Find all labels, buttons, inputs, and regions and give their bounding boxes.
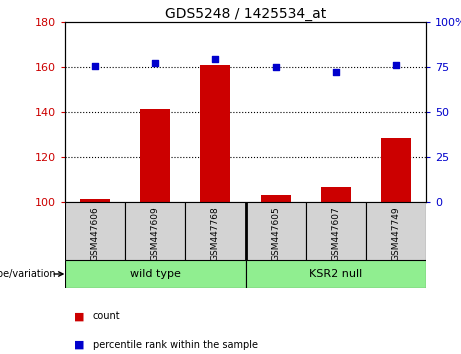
Text: percentile rank within the sample: percentile rank within the sample	[93, 339, 258, 350]
Text: GSM447607: GSM447607	[331, 207, 340, 261]
Text: genotype/variation: genotype/variation	[0, 269, 56, 279]
Text: wild type: wild type	[130, 269, 181, 279]
Bar	[125, 202, 185, 260]
Text: GSM447605: GSM447605	[271, 207, 280, 261]
Text: GSM447749: GSM447749	[391, 207, 401, 261]
Point	[152, 61, 159, 66]
Text: KSR2 null: KSR2 null	[309, 269, 362, 279]
Bar	[65, 202, 125, 260]
Bar	[306, 202, 366, 260]
Bar	[366, 202, 426, 260]
Point	[91, 63, 99, 69]
Bar	[321, 187, 351, 202]
Point	[332, 70, 339, 75]
Bar	[140, 109, 170, 202]
Point	[392, 62, 400, 68]
Bar	[185, 202, 246, 260]
Bar	[201, 65, 230, 202]
Text: ■: ■	[74, 339, 85, 350]
Text: count: count	[93, 311, 120, 321]
Point	[212, 56, 219, 62]
Text: GSM447609: GSM447609	[151, 207, 160, 261]
Text: GSM447768: GSM447768	[211, 207, 220, 261]
Text: GSM447606: GSM447606	[90, 207, 100, 261]
Text: ■: ■	[74, 311, 85, 321]
Bar	[260, 195, 290, 202]
Bar	[80, 199, 110, 202]
Bar	[246, 260, 426, 288]
Point	[272, 64, 279, 69]
Bar	[381, 138, 411, 202]
Title: GDS5248 / 1425534_at: GDS5248 / 1425534_at	[165, 7, 326, 21]
Bar	[246, 202, 306, 260]
Bar	[65, 260, 246, 288]
